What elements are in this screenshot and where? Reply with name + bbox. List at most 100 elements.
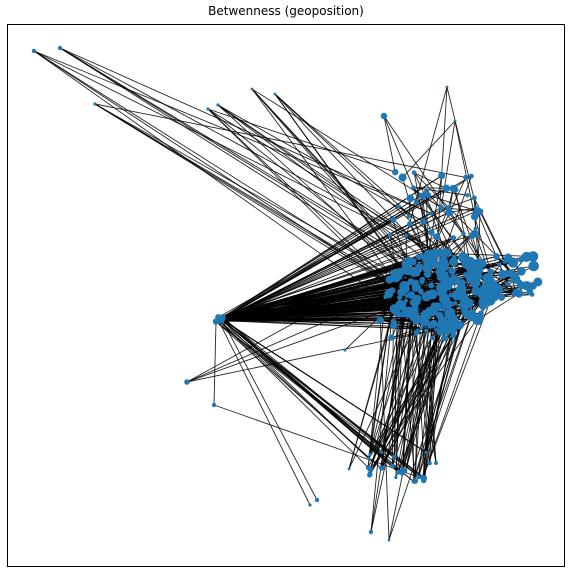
graph-node	[406, 214, 412, 219]
graph-node	[390, 217, 396, 223]
graph-edge	[405, 330, 446, 471]
graph-node	[390, 318, 396, 325]
graph-edge	[59, 47, 457, 299]
graph-edge	[409, 223, 427, 260]
graph-node	[422, 475, 428, 481]
graph-node	[379, 450, 384, 454]
graph-node	[206, 107, 210, 111]
graph-edge	[274, 93, 447, 275]
graph-node	[476, 208, 484, 215]
graph-node	[216, 103, 220, 107]
graph-node	[527, 251, 539, 262]
graph-node	[440, 321, 446, 328]
graph-node	[31, 48, 37, 54]
graph-edge	[221, 194, 422, 320]
graph-edge	[251, 88, 393, 278]
graph-node	[430, 259, 440, 269]
graph-node	[57, 45, 63, 51]
graph-edge	[213, 321, 217, 406]
graph-edge	[222, 285, 448, 318]
graph-node	[413, 199, 419, 205]
graph-node	[400, 471, 405, 476]
graph-node	[413, 330, 419, 336]
graph-node	[405, 256, 412, 263]
graph-node	[443, 250, 449, 256]
graph-edge	[409, 223, 429, 255]
graph-node	[528, 260, 539, 272]
graph-node	[449, 184, 458, 193]
graph-node	[528, 282, 537, 290]
graph-edge	[402, 330, 446, 470]
graph-edge	[369, 252, 445, 470]
graph-edge	[413, 172, 447, 189]
graph-node	[401, 265, 410, 275]
graph-node	[428, 282, 435, 289]
graph-node	[516, 266, 526, 276]
figure-title: Betwenness (geoposition)	[208, 4, 364, 18]
graph-node	[392, 168, 399, 176]
graph-node	[472, 314, 484, 326]
graph-node	[450, 332, 457, 339]
graph-node	[482, 281, 492, 291]
graph-edge	[414, 307, 426, 479]
graph-edge	[398, 205, 410, 217]
graph-edge	[186, 281, 417, 383]
graph-node	[343, 348, 347, 352]
graph-edge	[422, 313, 482, 478]
graph-node	[411, 185, 416, 190]
graph-node	[250, 87, 254, 91]
graph-edge	[443, 175, 472, 253]
graph-edge	[391, 332, 417, 338]
graph-edge	[221, 207, 442, 320]
graph-node	[411, 282, 421, 292]
graph-edge	[428, 194, 478, 212]
graph-node	[449, 257, 459, 267]
graph-node	[420, 218, 427, 225]
graph-node	[411, 479, 416, 484]
graph-node	[457, 324, 462, 329]
graph-edge	[94, 103, 449, 305]
graph-node	[487, 268, 494, 275]
graph-node	[473, 205, 478, 211]
graph-node	[424, 450, 428, 455]
graph-node	[406, 194, 415, 202]
graph-edge	[402, 177, 427, 260]
graph-node	[498, 269, 508, 280]
graph-node	[438, 293, 451, 305]
graph-node	[430, 336, 435, 341]
graph-edge	[218, 320, 311, 506]
graph-edge	[395, 286, 405, 478]
graph-edge	[213, 404, 419, 478]
graph-node	[427, 289, 438, 300]
graph-edge	[383, 115, 432, 233]
graph-node	[308, 503, 312, 507]
graph-node	[472, 286, 481, 294]
graph-node	[273, 92, 277, 96]
graph-node	[380, 112, 388, 120]
graph-node	[368, 452, 372, 457]
graph-node	[491, 280, 498, 287]
graph-node	[468, 232, 476, 240]
graph-node	[466, 256, 475, 265]
graph-edge	[446, 86, 478, 212]
graph-node	[422, 263, 433, 274]
node-layer	[31, 45, 543, 542]
graph-node	[457, 252, 469, 263]
graph-node	[442, 184, 451, 193]
graph-edge	[33, 50, 417, 322]
graph-node	[398, 173, 407, 182]
graph-node	[389, 463, 395, 469]
graph-node	[493, 253, 500, 260]
graph-node	[466, 299, 474, 307]
graph-edge	[368, 311, 417, 459]
graph-edge	[412, 303, 467, 482]
graph-edge	[433, 175, 443, 306]
graph-node	[498, 293, 506, 301]
graph-node	[493, 284, 504, 295]
graph-node	[416, 316, 422, 322]
graph-node	[497, 262, 502, 268]
graph-node	[219, 314, 226, 321]
graph-node	[441, 334, 449, 342]
graph-edge	[217, 104, 447, 275]
graph-edge	[221, 319, 369, 459]
